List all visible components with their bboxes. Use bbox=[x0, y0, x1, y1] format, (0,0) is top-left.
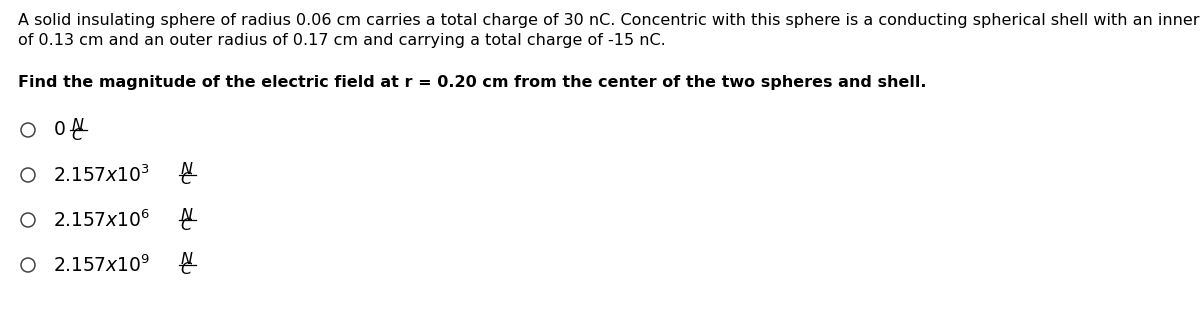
Text: $N$: $N$ bbox=[180, 251, 193, 268]
Text: $2.157x10^3\ $: $2.157x10^3\ $ bbox=[53, 164, 150, 186]
Text: $2.157x10^6\ $: $2.157x10^6\ $ bbox=[53, 209, 150, 231]
Text: $N$: $N$ bbox=[71, 117, 85, 134]
Text: $2.157x10^9\ $: $2.157x10^9\ $ bbox=[53, 254, 150, 276]
Text: A solid insulating sphere of radius 0.06 cm carries a total charge of 30 nC. Con: A solid insulating sphere of radius 0.06… bbox=[18, 13, 1200, 28]
Text: $N$: $N$ bbox=[180, 206, 193, 224]
Text: $C$: $C$ bbox=[71, 126, 84, 144]
Text: $N$: $N$ bbox=[180, 162, 193, 179]
Text: $0\ $: $0\ $ bbox=[53, 121, 66, 139]
Text: of 0.13 cm and an outer radius of 0.17 cm and carrying a total charge of -15 nC.: of 0.13 cm and an outer radius of 0.17 c… bbox=[18, 33, 666, 48]
Text: $C$: $C$ bbox=[180, 171, 193, 188]
Text: Find the magnitude of the electric field at r = 0.20 cm from the center of the t: Find the magnitude of the electric field… bbox=[18, 75, 926, 90]
Text: $C$: $C$ bbox=[180, 262, 193, 278]
Text: $C$: $C$ bbox=[180, 216, 193, 233]
